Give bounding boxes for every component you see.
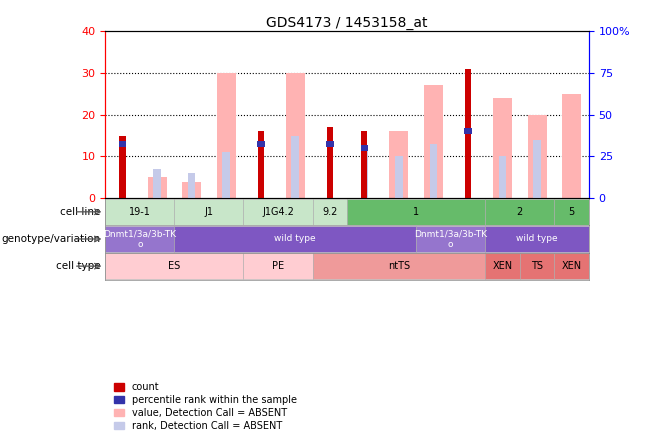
Text: 19-1: 19-1 — [129, 207, 151, 217]
Bar — [291, 135, 299, 198]
Bar — [188, 173, 195, 198]
Bar — [520, 253, 554, 279]
Text: XEN: XEN — [561, 261, 582, 271]
Bar — [395, 156, 403, 198]
Bar — [243, 199, 313, 225]
Bar — [533, 140, 541, 198]
Text: 5: 5 — [569, 207, 574, 217]
Bar — [361, 131, 367, 198]
Text: ntTS: ntTS — [388, 261, 410, 271]
Bar — [313, 199, 347, 225]
Bar — [361, 145, 368, 151]
Bar — [499, 156, 507, 198]
Bar — [347, 199, 485, 225]
Bar — [105, 226, 174, 252]
Bar — [327, 127, 333, 198]
Bar — [286, 73, 305, 198]
Text: wild type: wild type — [274, 234, 316, 243]
Bar — [153, 169, 161, 198]
Bar — [485, 253, 520, 279]
Bar — [216, 73, 236, 198]
Text: 1: 1 — [413, 207, 419, 217]
Bar — [361, 148, 368, 198]
Title: GDS4173 / 1453158_at: GDS4173 / 1453158_at — [266, 16, 428, 30]
Bar — [485, 226, 589, 252]
Bar — [465, 69, 471, 198]
Bar — [554, 253, 589, 279]
Bar — [105, 199, 174, 225]
Text: wild type: wild type — [517, 234, 558, 243]
Bar — [464, 128, 472, 134]
Text: XEN: XEN — [492, 261, 513, 271]
Text: J1: J1 — [205, 207, 213, 217]
Bar — [105, 253, 243, 279]
Text: 9.2: 9.2 — [322, 207, 338, 217]
Bar — [147, 177, 166, 198]
Bar — [257, 141, 265, 147]
Bar — [485, 199, 554, 225]
Bar — [416, 226, 485, 252]
Text: cell type: cell type — [56, 261, 101, 271]
Bar — [118, 141, 126, 147]
Text: genotype/variation: genotype/variation — [1, 234, 101, 244]
Bar — [182, 182, 201, 198]
Legend: count, percentile rank within the sample, value, Detection Call = ABSENT, rank, : count, percentile rank within the sample… — [110, 378, 301, 435]
Bar — [174, 199, 243, 225]
Text: J1G4.2: J1G4.2 — [262, 207, 294, 217]
Bar — [258, 131, 264, 198]
Bar — [313, 253, 485, 279]
Text: Dnmt1/3a/3b-TK
o: Dnmt1/3a/3b-TK o — [414, 229, 488, 249]
Bar — [243, 253, 313, 279]
Bar — [528, 115, 547, 198]
Bar — [493, 98, 512, 198]
Bar — [562, 94, 581, 198]
Bar — [174, 226, 416, 252]
Text: TS: TS — [531, 261, 543, 271]
Bar — [390, 131, 409, 198]
Text: PE: PE — [272, 261, 284, 271]
Text: 2: 2 — [517, 207, 523, 217]
Bar — [430, 144, 438, 198]
Bar — [554, 199, 589, 225]
Bar — [326, 141, 334, 147]
Bar — [424, 85, 443, 198]
Text: cell line: cell line — [60, 207, 101, 217]
Text: Dnmt1/3a/3b-TK
o: Dnmt1/3a/3b-TK o — [103, 229, 176, 249]
Bar — [222, 152, 230, 198]
Bar — [120, 135, 126, 198]
Text: ES: ES — [168, 261, 180, 271]
